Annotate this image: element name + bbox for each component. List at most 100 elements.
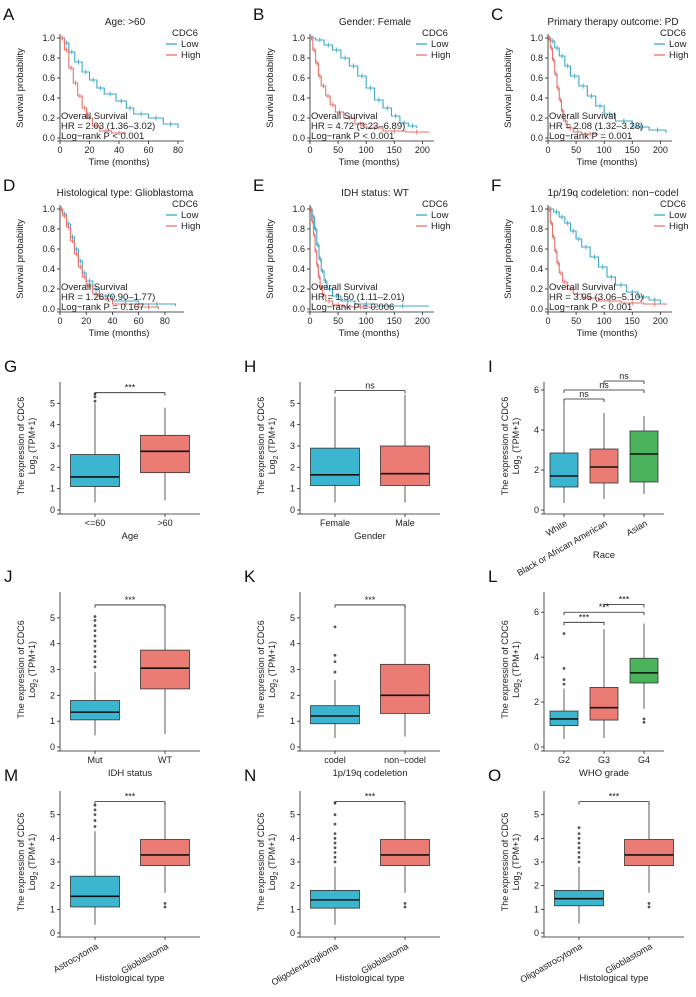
x-axis-label: IDH status <box>108 768 153 779</box>
km-hr-text: HR = 4.72 (3.23–6.89) <box>311 121 405 132</box>
y-tick-label: 0.8 <box>292 224 305 234</box>
y-tick-label: 1.0 <box>292 204 305 214</box>
y-tick-label: 0.0 <box>292 304 305 314</box>
x-tick-label: 40 <box>114 145 124 155</box>
legend-high-label: High <box>181 221 201 232</box>
outlier-point <box>577 855 581 859</box>
x-tick-label: 0 <box>307 316 312 326</box>
y-tick-label: 4 <box>534 833 539 843</box>
x-tick-label: Oligodendroglioma <box>270 941 340 987</box>
km-curve-low <box>310 37 418 128</box>
x-tick-label: 200 <box>653 316 668 326</box>
outlier-point <box>93 644 97 648</box>
outlier-point <box>333 670 337 674</box>
x-tick-label: 0 <box>57 316 62 326</box>
outlier-point <box>577 851 581 854</box>
km-curve-low <box>310 208 429 307</box>
y-tick-label: 0.8 <box>42 224 55 234</box>
box <box>70 700 120 721</box>
y-tick-label: 0 <box>534 928 539 938</box>
y-axis-label-unit: Log2 (TPM+1) <box>511 834 524 891</box>
x-tick-label: 100 <box>359 145 374 155</box>
x-tick-label: Asian <box>625 518 649 538</box>
x-tick-label: non−codel <box>384 755 426 765</box>
y-tick-label: 1 <box>50 904 55 914</box>
y-tick-label: 2 <box>50 690 55 700</box>
y-tick-label: 4 <box>534 425 539 435</box>
y-tick-label: 1 <box>290 716 295 726</box>
sig-label: ns <box>619 371 629 381</box>
y-tick-label: 2 <box>290 881 295 891</box>
y-tick-label: 0 <box>290 742 295 752</box>
outlier-point <box>577 841 581 845</box>
sig-label: *** <box>579 612 590 622</box>
y-tick-label: 0.6 <box>292 73 305 83</box>
box <box>140 839 190 866</box>
outlier-point <box>562 666 566 670</box>
box <box>70 454 120 487</box>
km-hr-text: HR = 2.03 (1.36–3.02) <box>61 121 155 132</box>
y-axis-label: The expression of CDC6 <box>16 620 26 719</box>
y-tick-label: 5 <box>50 810 55 820</box>
y-tick-label: 3 <box>290 665 295 675</box>
outlier-point <box>93 819 97 822</box>
box <box>589 448 619 484</box>
outlier-point <box>163 902 167 905</box>
y-tick-label: 5 <box>290 613 295 623</box>
km-panel-d: D Histological type: GlioblastomaCDC6LowH… <box>3 176 201 339</box>
box <box>310 447 360 486</box>
y-tick-label: 1 <box>50 484 55 494</box>
outlier-point <box>562 632 566 635</box>
legend-title: CDC6 <box>172 199 198 210</box>
legend-high-label: High <box>669 221 689 232</box>
box <box>549 452 579 488</box>
panel-letter: B <box>253 5 264 24</box>
outlier-point <box>93 639 97 643</box>
y-tick-label: 4 <box>290 833 295 843</box>
y-tick-label: 0 <box>290 505 295 515</box>
box <box>380 445 430 486</box>
legend-title: CDC6 <box>660 199 686 210</box>
legend-high-label: High <box>431 221 451 232</box>
panel-letter: E <box>253 176 264 195</box>
outlier-point <box>577 860 581 864</box>
box-panel-k: K 0 1 2 3 4 5 The expression of CDC6 Log2 (TPM+1… <box>244 567 440 779</box>
outlier-point <box>93 615 97 618</box>
km-os-label: Overall Survival <box>311 111 378 122</box>
panel-letter: I <box>488 357 493 376</box>
y-tick-label: 5 <box>290 398 295 408</box>
km-p-text: Log−rank P = 0.001 <box>549 131 632 142</box>
outlier-point <box>333 813 337 817</box>
y-tick-label: 0.8 <box>530 53 543 63</box>
km-curve-low <box>548 37 667 133</box>
outlier-point <box>93 665 97 669</box>
y-tick-label: 0.6 <box>292 244 305 254</box>
sig-label: *** <box>125 595 136 605</box>
y-tick-label: 5 <box>50 398 55 408</box>
y-tick-label: 2 <box>534 465 539 475</box>
x-tick-label: 150 <box>387 316 402 326</box>
y-tick-label: 1.0 <box>42 204 55 214</box>
x-axis-label: Gender <box>354 531 386 542</box>
y-tick-label: 0 <box>534 505 539 515</box>
y-tick-label: 0.2 <box>292 113 305 123</box>
y-axis-label: The expression of CDC6 <box>16 397 26 496</box>
outlier-point <box>333 660 337 664</box>
y-axis-label-unit: Log2 (TPM+1) <box>27 641 40 698</box>
panel-letter: F <box>491 176 501 195</box>
outlier-point <box>333 653 337 657</box>
panel-letter: G <box>4 357 17 376</box>
y-tick-label: 0.0 <box>530 304 543 314</box>
km-os-label: Overall Survival <box>549 282 616 293</box>
x-axis-label: Time (months) <box>577 328 638 339</box>
x-axis-label: WHO grade <box>579 768 629 779</box>
y-axis-label-unit: Log2 (TPM+1) <box>511 641 524 698</box>
sig-label: *** <box>365 595 376 605</box>
outlier-point <box>93 650 97 653</box>
x-axis-label: Time (months) <box>89 157 150 168</box>
x-axis-label: Time (months) <box>339 328 400 339</box>
y-tick-label: 1.0 <box>292 33 305 43</box>
panel-letter: M <box>4 766 18 785</box>
outlier-point <box>562 678 566 682</box>
